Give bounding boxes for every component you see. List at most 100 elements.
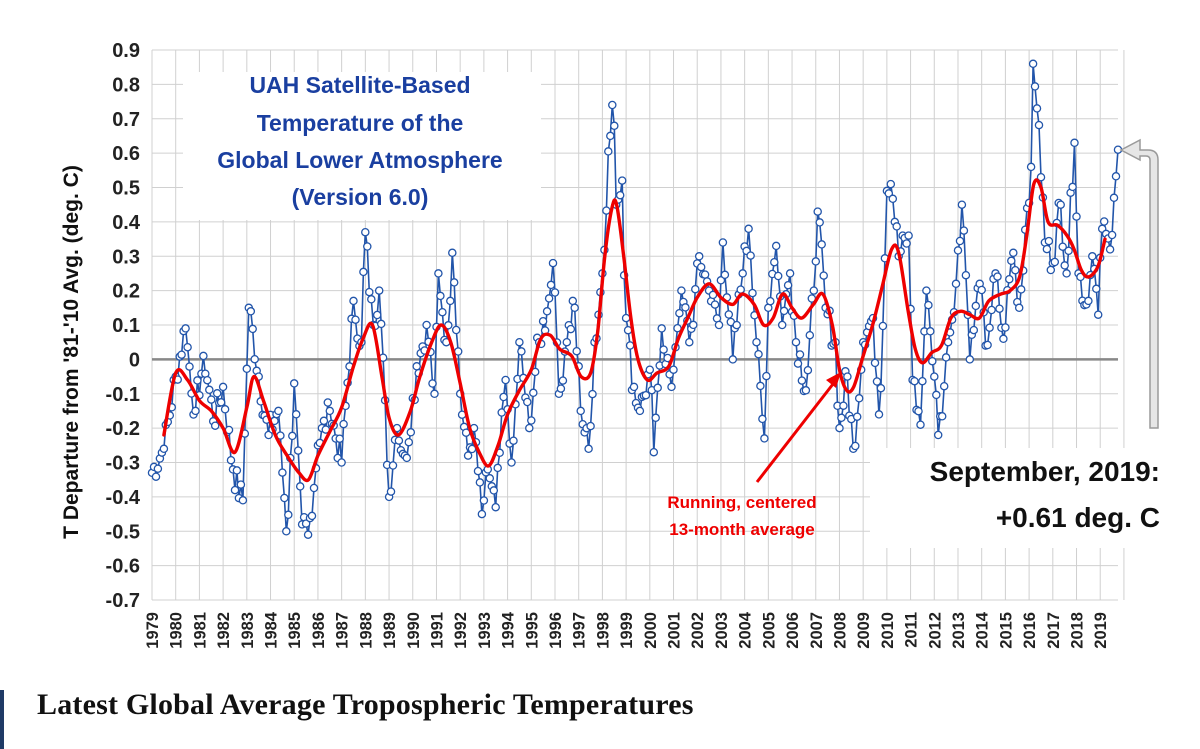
monthly-point [501, 375, 510, 385]
monthly-point [339, 419, 348, 429]
monthly-point [436, 291, 445, 301]
monthly-point [449, 278, 459, 287]
monthly-point [762, 371, 771, 381]
monthly-point [835, 423, 844, 433]
monthly-point [902, 239, 911, 248]
monthly-point [1050, 257, 1060, 267]
x-tick-label: 2018 [1069, 612, 1087, 649]
x-tick-label: 1982 [215, 612, 233, 649]
monthly-point [728, 355, 738, 364]
title-line-3: Global Lower Atmosphere [217, 147, 502, 173]
monthly-point [641, 390, 651, 400]
monthly-point [584, 444, 593, 454]
monthly-point [278, 468, 287, 477]
y-tick-label: -0.3 [106, 453, 140, 475]
monthly-point [568, 296, 578, 306]
monthly-point [815, 218, 824, 227]
monthly-point [653, 383, 662, 393]
x-tick-label: 2003 [713, 612, 731, 649]
monthly-point [669, 365, 678, 374]
monthly-point [904, 231, 913, 240]
monthly-point [910, 376, 919, 386]
monthly-point [1005, 274, 1014, 284]
monthly-point [993, 272, 1002, 281]
x-tick-label: 1986 [310, 612, 328, 649]
monthly-point [667, 382, 676, 392]
monthly-point [797, 376, 807, 385]
x-tick-label: 1993 [476, 612, 494, 649]
monthly-point [529, 388, 538, 398]
y-tick-label: 0.1 [112, 315, 140, 337]
monthly-series-line [151, 63, 1119, 535]
title-line-2: Temperature of the [257, 110, 464, 136]
monthly-point [325, 406, 335, 416]
monthly-point [1105, 245, 1115, 254]
x-tick-label: 2014 [974, 611, 992, 649]
monthly-point [916, 420, 925, 429]
monthly-point [955, 236, 965, 246]
monthly-point [1093, 310, 1103, 319]
monthly-point [404, 437, 414, 447]
monthly-point [203, 375, 212, 385]
monthly-point [1014, 303, 1024, 313]
monthly-point [951, 279, 961, 289]
x-tick-label: 1997 [571, 612, 589, 649]
monthly-point [1009, 248, 1018, 258]
y-ticks: 0.9 0.8 0.7 0.6 0.5 0.4 0.3 0.2 0.1 0 -0.1 -0.2 -0.3… [106, 40, 141, 612]
x-tick-label: 2011 [903, 612, 921, 648]
monthly-point [151, 472, 161, 481]
monthly-point [367, 295, 376, 304]
monthly-point [210, 421, 220, 430]
monthly-point [264, 430, 273, 440]
x-tick-label: 1992 [452, 612, 470, 649]
monthly-point [720, 270, 730, 280]
monthly-point [801, 386, 811, 395]
monthly-point [928, 356, 937, 366]
monthly-point [207, 395, 216, 404]
running-average-line-2: 13-month average [669, 520, 815, 539]
monthly-point [236, 480, 246, 489]
chart-background [0, 0, 1200, 690]
monthly-point [544, 294, 554, 303]
monthly-point [428, 379, 437, 388]
x-tick-label: 1989 [381, 612, 399, 649]
monthly-point [507, 458, 516, 467]
monthly-point [205, 385, 214, 395]
monthly-point [374, 286, 384, 295]
monthly-point [817, 240, 826, 249]
monthly-point [309, 483, 319, 493]
monthly-point [878, 321, 888, 331]
monthly-point [473, 466, 483, 476]
monthly-point [566, 324, 576, 334]
monthly-point [744, 224, 753, 234]
x-tick-label: 1990 [405, 612, 423, 649]
monthly-point [542, 307, 552, 316]
x-tick-label: 1995 [523, 612, 541, 649]
monthly-point [1042, 244, 1052, 254]
monthly-point [851, 441, 860, 451]
monthly-point [527, 416, 536, 425]
x-tick-label: 2019 [1092, 612, 1110, 649]
monthly-point [969, 325, 979, 335]
monthly-point [372, 310, 382, 320]
monthly-point [453, 347, 463, 356]
x-tick-label: 2002 [689, 612, 707, 649]
monthly-point [677, 286, 686, 295]
monthly-point [499, 392, 508, 402]
monthly-point [274, 406, 283, 416]
monthly-point [183, 342, 192, 352]
x-tick-label: 1994 [500, 611, 518, 649]
monthly-point [779, 306, 789, 316]
monthly-point [760, 434, 769, 443]
x-tick-label: 2010 [879, 612, 897, 649]
monthly-point [724, 310, 734, 319]
monthly-point [987, 305, 996, 315]
monthly-point [983, 340, 992, 350]
monthly-point [153, 464, 163, 473]
monthly-point [932, 390, 941, 400]
monthly-point [363, 242, 372, 251]
running-average-annotation: Running, centered 13-month average [667, 372, 841, 539]
monthly-point [961, 270, 971, 280]
monthly-point [1011, 265, 1020, 275]
